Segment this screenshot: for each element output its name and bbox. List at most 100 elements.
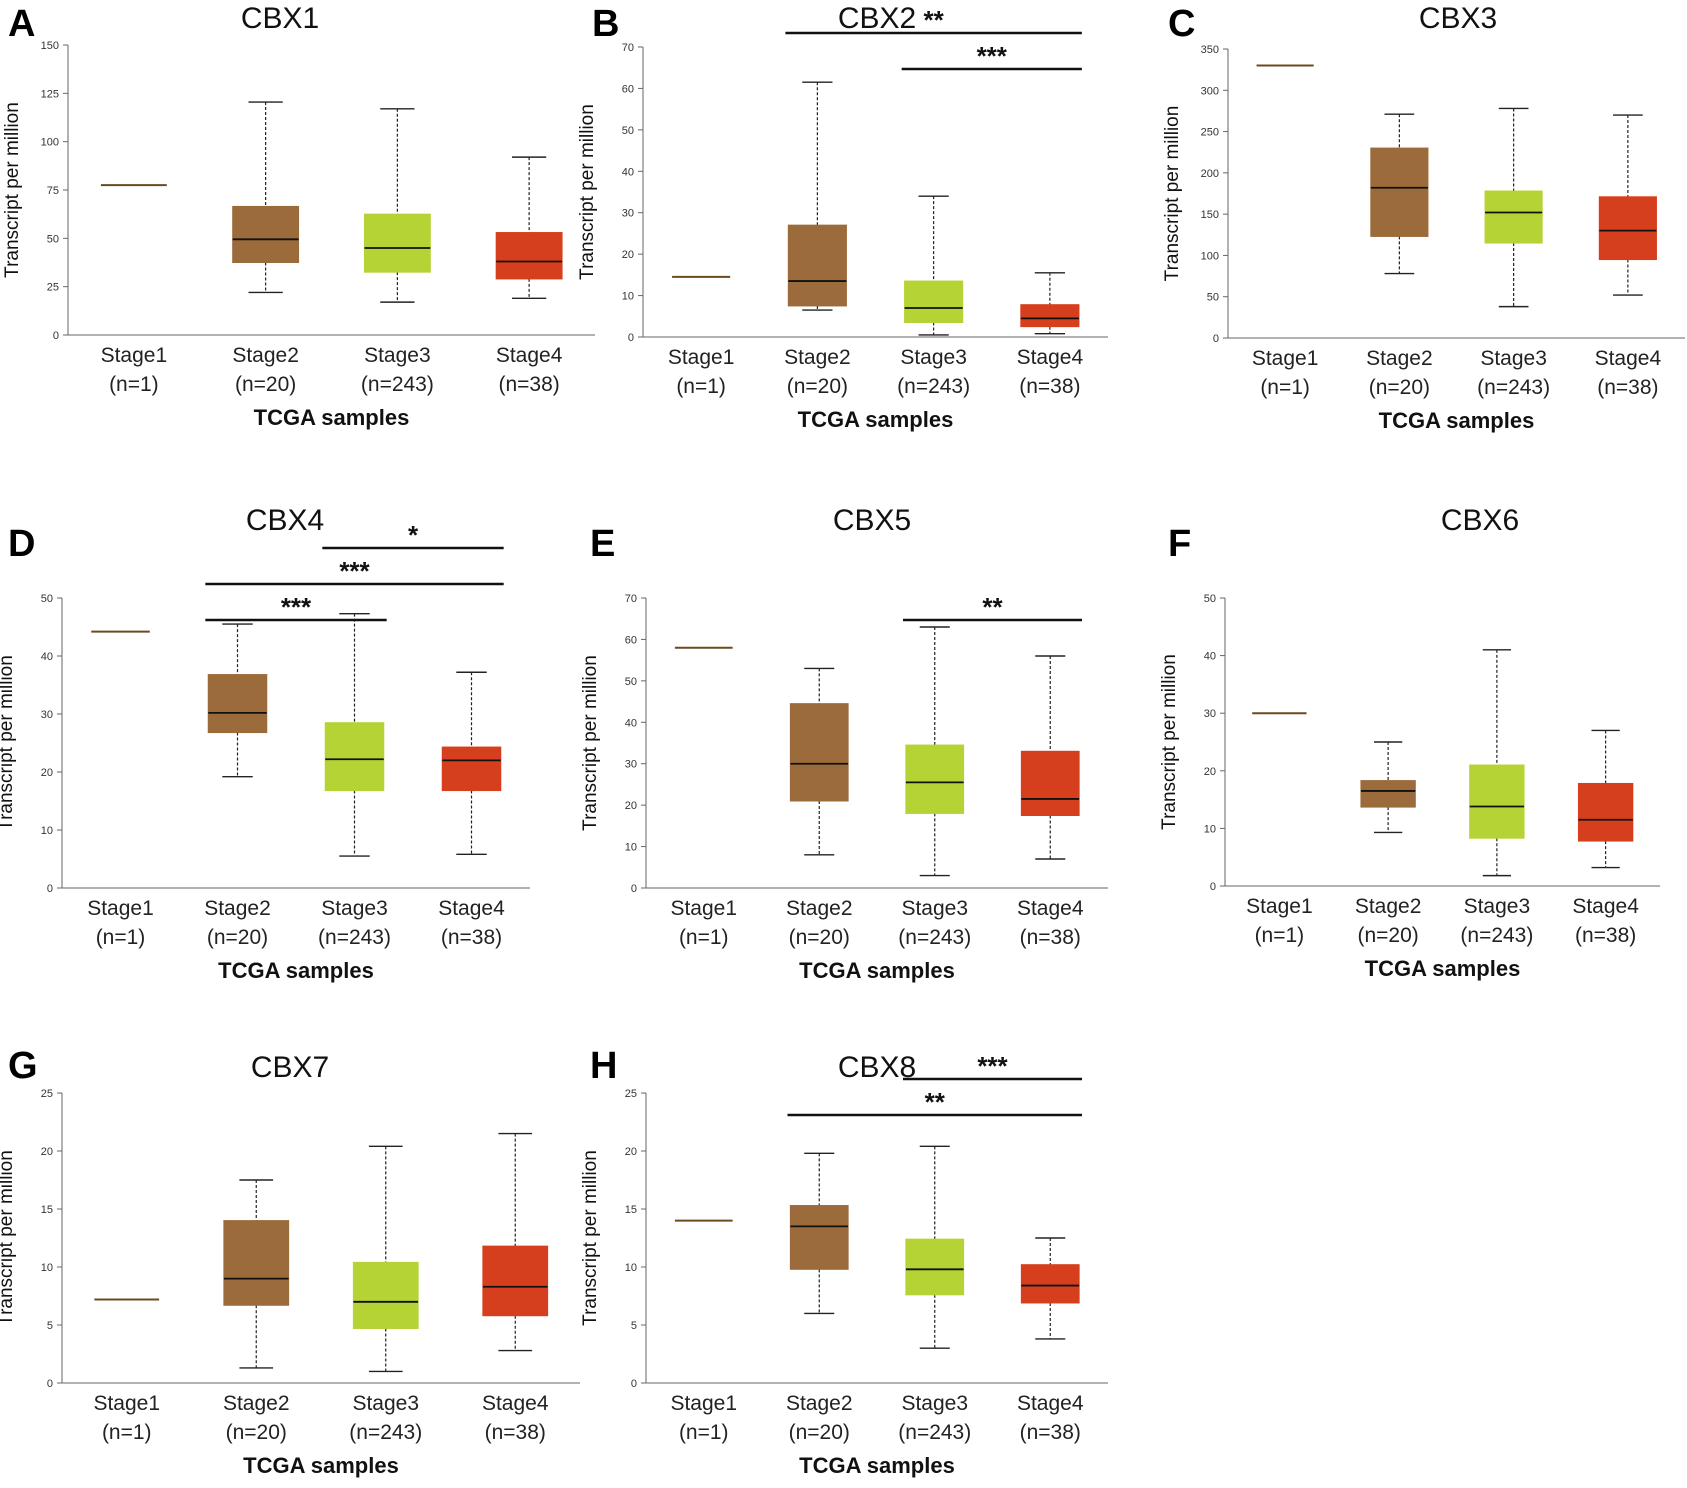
y-axis-label: Transcript per million [1162,106,1183,282]
significance-bracket: ** [785,5,1082,35]
category-count: (n=1) [679,1421,729,1444]
iqr-box [363,213,431,273]
y-axis-label: Transcript per million [580,655,601,831]
y-tick-label: 20 [1204,766,1216,778]
category-count: (n=38) [1020,926,1081,949]
category-label: Stage2 [223,1392,290,1415]
box-stage4: Stage4 (n=38) [1572,729,1639,947]
category-count: (n=20) [789,926,850,949]
y-tick-label: 350 [1201,44,1219,56]
category-label: Stage2 [1355,895,1422,918]
chart-panel-b: B CBX2 0 10 20 30 40 50 60 70 Transcript per milli… [577,2,1108,432]
iqr-box [1020,750,1080,816]
x-axis-label: TCGA samples [799,958,955,983]
significance-bracket: *** [205,592,387,622]
box-stage3: Stage3 (n=243) [1460,649,1533,947]
y-tick-label: 40 [1204,651,1216,663]
box-stage2: Stage2 (n=20) [204,623,271,949]
iqr-box [1360,780,1416,808]
panel-letter: D [8,523,35,565]
category-count: (n=1) [1260,376,1310,399]
significance-bracket: *** [901,41,1082,71]
iqr-box [1484,190,1543,244]
y-tick-label: 40 [625,717,637,729]
y-axis-label: Transcript per million [0,1150,17,1326]
y-tick-label: 125 [41,88,59,100]
box-stage4: Stage4 (n=38) [1017,655,1084,949]
box-stage1: Stage1 (n=1) [1246,712,1313,947]
panel-letter: B [592,3,619,45]
iqr-box [441,746,502,792]
category-label: Stage2 [1366,347,1433,370]
y-axis-label: Transcript per million [0,655,17,831]
category-label: Stage3 [364,344,431,367]
iqr-box [232,205,300,263]
y-tick-label: 50 [1207,292,1219,304]
category-count: (n=20) [1357,924,1418,947]
iqr-box [1469,764,1525,839]
y-tick-label: 30 [625,759,637,771]
y-tick-label: 200 [1201,168,1219,180]
category-count: (n=20) [789,1421,850,1444]
iqr-box [905,744,965,814]
chart-panel-d: D CBX4 0 10 20 30 40 50 Transcript per million St… [0,504,530,983]
significance-label: ** [924,5,945,35]
y-tick-label: 30 [41,709,53,721]
y-tick-label: 60 [625,634,637,646]
category-label: Stage2 [786,897,853,920]
y-tick-label: 20 [622,249,634,261]
y-tick-label: 60 [622,83,634,95]
y-tick-label: 30 [1204,708,1216,720]
y-tick-label: 10 [625,1262,637,1274]
box-stage4: Stage4 (n=38) [1017,272,1084,398]
iqr-box [482,1245,549,1317]
significance-bracket: * [322,520,504,550]
box-stage2: Stage2 (n=20) [232,101,300,396]
category-label: Stage1 [93,1392,160,1415]
category-count: (n=243) [1460,924,1533,947]
y-tick-label: 25 [41,1088,53,1100]
category-label: Stage1 [670,1392,737,1415]
category-label: Stage4 [482,1392,549,1415]
y-tick-label: 75 [47,185,59,197]
y-tick-label: 0 [1210,881,1216,893]
y-tick-label: 250 [1201,127,1219,139]
iqr-box [495,232,563,280]
y-tick-label: 20 [41,1146,53,1158]
y-tick-label: 5 [631,1320,637,1332]
category-label: Stage3 [900,346,967,369]
category-count: (n=1) [676,375,726,398]
category-label: Stage1 [668,346,735,369]
y-axis-label: Transcript per million [580,1150,601,1326]
box-stage2: Stage2 (n=20) [1366,113,1433,399]
category-count: (n=38) [498,373,559,396]
y-tick-label: 0 [631,883,637,895]
iqr-box [789,1205,849,1270]
category-count: (n=38) [1575,924,1636,947]
y-axis-label: Transcript per million [1159,654,1180,830]
y-tick-label: 10 [625,842,637,854]
x-axis-label: TCGA samples [1365,956,1521,981]
box-stage2: Stage2 (n=20) [784,81,851,398]
category-count: (n=20) [787,375,848,398]
chart-title: CBX7 [251,1051,329,1084]
category-count: (n=20) [1369,376,1430,399]
significance-bracket: ** [787,1087,1083,1117]
panel-letter: H [590,1045,617,1087]
category-label: Stage4 [1595,347,1662,370]
chart-panel-e: E CBX5 0 10 20 30 40 50 60 70 Transcript per milli… [580,504,1108,983]
y-tick-label: 10 [1204,823,1216,835]
box-stage3: Stage3 (n=243) [361,108,434,396]
category-label: Stage2 [784,346,851,369]
panel-letter: F [1168,523,1191,565]
y-tick-label: 10 [622,291,634,303]
box-stage3: Stage3 (n=243) [1477,107,1550,399]
category-count: (n=243) [898,926,971,949]
significance-label: *** [339,556,370,586]
significance-bracket: *** [205,556,504,586]
chart-panel-a: A CBX1 0 25 50 75 100 125 150 Transcript per mill… [2,2,595,430]
y-axis-label: Transcript per million [2,102,23,278]
category-label: Stage4 [1017,346,1084,369]
